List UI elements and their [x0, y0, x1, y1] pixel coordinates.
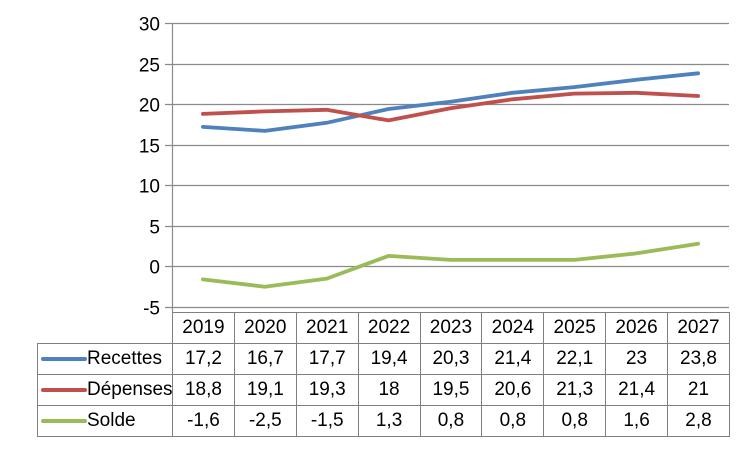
- value-cell-recettes: 17,7: [295, 343, 359, 375]
- value-cell-recettes: 20,3: [419, 343, 483, 375]
- value-cell-solde: 0,8: [481, 405, 545, 437]
- year-header-cell: 2027: [667, 312, 730, 344]
- data-table: 2019 2020 2021 2022 2023 2024 2025 2026 2027 Rece…: [37, 312, 730, 437]
- line-chart: 30 25 20 15 10 5 0 -5: [139, 15, 729, 319]
- value-cell-depenses: 18: [357, 374, 421, 406]
- y-axis-label: -5: [143, 299, 160, 319]
- legend-cell-solde: Solde: [37, 405, 173, 437]
- value-cell-solde: 0,8: [419, 405, 483, 437]
- data-table-body: 2019 2020 2021 2022 2023 2024 2025 2026 2027 Rece…: [37, 312, 730, 437]
- y-axis-label: 0: [149, 258, 160, 279]
- value-cell-solde: -1,5: [295, 405, 359, 437]
- value-cell-solde: 1,3: [357, 405, 421, 437]
- year-header-cell: 2021: [295, 312, 359, 344]
- value-cell-solde: 2,8: [667, 405, 730, 437]
- series-line-depenses: [200, 90, 700, 123]
- legend-cell-depenses: Dépenses: [37, 374, 173, 406]
- y-axis-label: 25: [139, 56, 160, 77]
- year-header-cell: 2024: [481, 312, 545, 344]
- value-cell-recettes: 17,2: [172, 343, 235, 375]
- table-row-recettes: Recettes 17,2 16,7 17,7 19,4 20,3 21,4 22,1 23 23…: [37, 343, 730, 375]
- year-header-cell: 2022: [357, 312, 421, 344]
- series-name-recettes: Recettes: [87, 348, 162, 369]
- value-cell-depenses: 19,3: [295, 374, 359, 406]
- value-cell-recettes: 21,4: [481, 343, 545, 375]
- legend-line-recettes-icon: [41, 357, 87, 361]
- y-axis-label: 20: [139, 96, 160, 117]
- year-header-cell: 2019: [172, 312, 235, 344]
- value-cell-recettes: 23,8: [667, 343, 730, 375]
- y-axis-label: 30: [139, 15, 160, 36]
- value-cell-depenses: 18,8: [172, 374, 235, 406]
- value-cell-depenses: 19,1: [233, 374, 297, 406]
- year-header-cell: 2023: [419, 312, 483, 344]
- table-header-row: 2019 2020 2021 2022 2023 2024 2025 2026 2027: [38, 312, 730, 344]
- table-row-depenses: Dépenses 18,8 19,1 19,3 18 19,5 20,6 21,3 21,4 21: [37, 374, 730, 406]
- legend-line-solde-icon: [41, 419, 87, 423]
- value-cell-solde: 1,6: [605, 405, 668, 437]
- value-cell-solde: -2,5: [233, 405, 297, 437]
- legend-cell-recettes: Recettes: [37, 343, 173, 375]
- y-axis-label: 10: [139, 177, 160, 198]
- y-axis-label: 15: [139, 137, 160, 158]
- value-cell-recettes: 19,4: [357, 343, 421, 375]
- year-header-cell: 2026: [605, 312, 668, 344]
- series-name-solde: Solde: [87, 410, 136, 431]
- value-cell-solde: 0,8: [543, 405, 607, 437]
- value-cell-recettes: 23: [605, 343, 668, 375]
- value-cell-depenses: 21,4: [605, 374, 668, 406]
- legend-line-depenses-icon: [41, 388, 87, 392]
- series-name-depenses: Dépenses: [87, 379, 173, 400]
- corner-cell: [38, 313, 173, 344]
- year-header-cell: 2020: [233, 312, 297, 344]
- value-cell-recettes: 16,7: [233, 343, 297, 375]
- value-cell-solde: -1,6: [172, 405, 235, 437]
- value-cell-recettes: 22,1: [543, 343, 607, 375]
- value-cell-depenses: 21,3: [543, 374, 607, 406]
- value-cell-depenses: 19,5: [419, 374, 483, 406]
- value-cell-depenses: 21: [667, 374, 730, 406]
- value-cell-depenses: 20,6: [481, 374, 545, 406]
- year-header-cell: 2025: [543, 312, 607, 344]
- y-axis-label: 5: [149, 218, 160, 239]
- series-line-solde: [200, 241, 700, 289]
- table-row-solde: Solde -1,6 -2,5 -1,5 1,3 0,8 0,8 0,8 1,6 2,8: [37, 405, 730, 437]
- series-line-recettes: [200, 71, 700, 133]
